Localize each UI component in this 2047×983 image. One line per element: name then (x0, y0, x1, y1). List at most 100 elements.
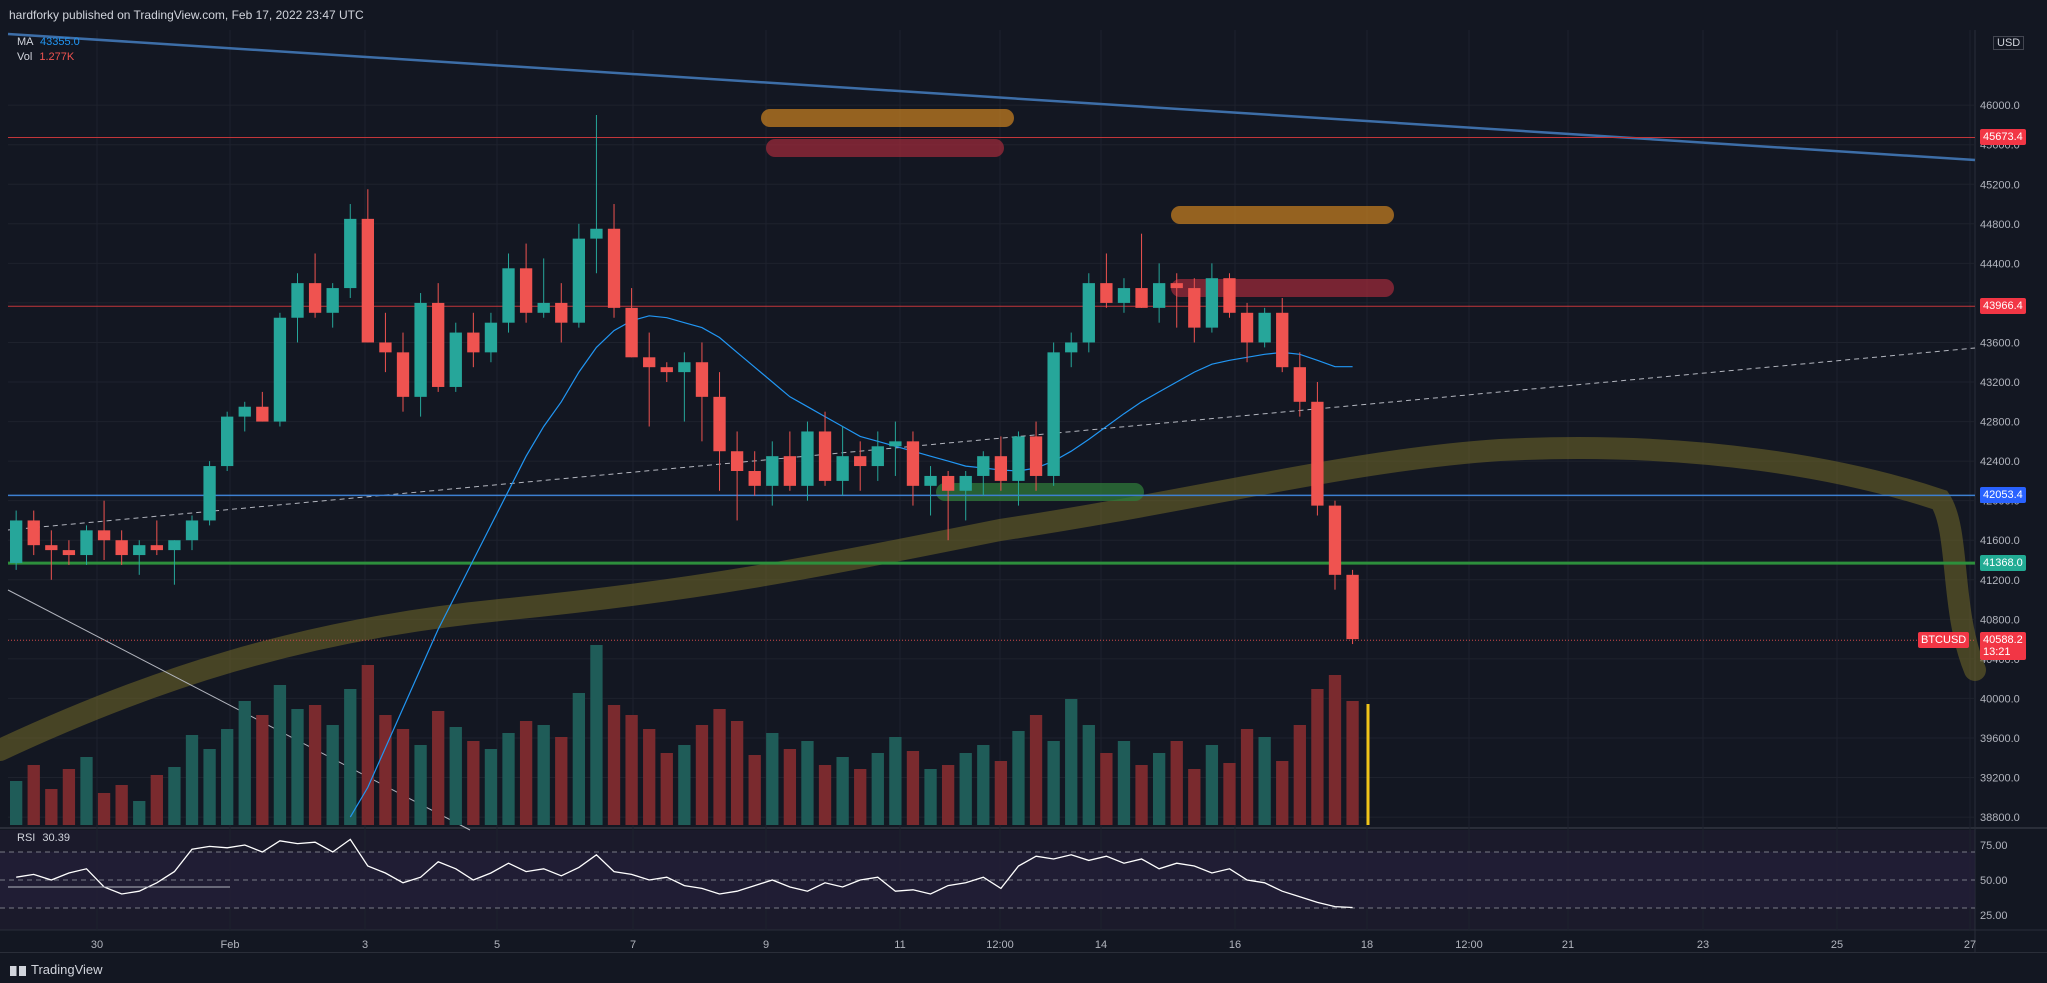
candle-body[interactable] (1188, 288, 1201, 328)
candle-body[interactable] (1100, 283, 1113, 303)
ma-legend[interactable]: MA 43355.0 (17, 36, 80, 48)
candle-body[interactable] (1012, 436, 1025, 481)
candle-body[interactable] (1152, 283, 1166, 308)
candle-body[interactable] (1223, 278, 1236, 313)
chart-area[interactable]: 46000.045600.045200.044800.044400.044000… (0, 30, 2047, 952)
candle-body[interactable] (1240, 312, 1254, 343)
candle-body[interactable] (1170, 283, 1183, 289)
candle-body[interactable] (766, 456, 779, 486)
candle-body[interactable] (1135, 288, 1148, 308)
candle-body[interactable] (519, 268, 533, 313)
candle-body[interactable] (414, 302, 427, 397)
candle-body[interactable] (185, 520, 199, 541)
candle-body[interactable] (238, 406, 251, 417)
volume-bar (168, 767, 181, 825)
price-tag[interactable]: 41368.0 (1980, 555, 2026, 572)
candle-body[interactable] (660, 367, 673, 373)
candle-body[interactable] (555, 302, 568, 323)
candle-body[interactable] (27, 520, 40, 546)
candle-body[interactable] (467, 332, 480, 353)
price-tag[interactable]: 40588.2 13:21 (1980, 632, 2026, 661)
candle-body[interactable] (115, 540, 128, 556)
candle-body[interactable] (801, 431, 814, 486)
price-tag[interactable]: 42053.4 (1980, 487, 2026, 504)
candle-body[interactable] (818, 431, 832, 481)
vol-legend[interactable]: Vol 1.277K (17, 51, 74, 63)
candle-body[interactable] (45, 545, 58, 551)
volume-bar (484, 749, 498, 825)
candle-body[interactable] (1082, 283, 1095, 343)
candle-body[interactable] (1065, 342, 1078, 353)
candle-body[interactable] (256, 406, 269, 422)
candle-body[interactable] (1047, 352, 1060, 476)
candle-body[interactable] (1311, 401, 1324, 506)
candle-body[interactable] (713, 396, 726, 452)
candle-body[interactable] (396, 352, 410, 397)
candle-body[interactable] (889, 441, 902, 447)
candle-body[interactable] (625, 307, 638, 358)
candle-body[interactable] (854, 456, 867, 467)
candle-body[interactable] (150, 545, 163, 551)
symbol-tag[interactable]: BTCUSD (1918, 632, 1970, 649)
candle-body[interactable] (203, 466, 216, 521)
candle-body[interactable] (590, 228, 603, 239)
candle-body[interactable] (1293, 367, 1306, 402)
candle-body[interactable] (1276, 312, 1289, 368)
candle-body[interactable] (941, 475, 955, 491)
candle-body[interactable] (62, 550, 76, 556)
candle-body[interactable] (344, 218, 357, 289)
candle-body[interactable] (994, 456, 1008, 481)
candle-body[interactable] (379, 342, 392, 353)
y-tick-label: 42800.0 (1980, 417, 2020, 429)
currency-label[interactable]: USD (1993, 36, 2025, 50)
candle-body[interactable] (730, 451, 744, 472)
candle-body[interactable] (168, 540, 181, 551)
price-tag[interactable]: 43966.4 (1980, 298, 2026, 315)
candle-body[interactable] (326, 288, 339, 313)
volume-bar (62, 769, 76, 825)
candle-body[interactable] (273, 317, 287, 422)
candle-body[interactable] (1117, 288, 1131, 303)
candle-body[interactable] (678, 362, 691, 373)
volume-bar (941, 765, 955, 825)
candle-body[interactable] (959, 475, 972, 491)
candle-body[interactable] (221, 416, 234, 467)
volume-bar (1293, 725, 1306, 825)
candle-body[interactable] (1205, 278, 1219, 328)
candle-body[interactable] (977, 456, 990, 476)
tradingview-logo[interactable]: TradingView (10, 962, 103, 977)
volume-bar (766, 733, 779, 825)
candle-body[interactable] (361, 218, 374, 343)
candle-body[interactable] (97, 530, 111, 541)
volume-bar (1170, 741, 1183, 825)
candle-body[interactable] (607, 228, 621, 308)
x-tick-label: Feb (221, 939, 240, 951)
candle-body[interactable] (643, 357, 656, 368)
candle-body[interactable] (1258, 312, 1271, 343)
candle-body[interactable] (537, 302, 550, 313)
candle-body[interactable] (80, 530, 93, 556)
candle-body[interactable] (432, 302, 445, 387)
price-chart[interactable]: 46000.045600.045200.044800.044400.044000… (0, 30, 2047, 952)
candle-body[interactable] (871, 446, 884, 467)
candle-body[interactable] (484, 322, 498, 353)
candle-body[interactable] (502, 268, 515, 323)
volume-bar (1240, 729, 1254, 825)
candle-body[interactable] (906, 441, 920, 486)
candle-body[interactable] (449, 332, 462, 387)
candle-body[interactable] (291, 283, 304, 318)
candle-body[interactable] (836, 456, 849, 481)
candle-body[interactable] (783, 456, 797, 486)
candle-body[interactable] (308, 283, 322, 313)
candle-body[interactable] (1029, 436, 1043, 476)
candle-body[interactable] (924, 475, 937, 486)
candle-body[interactable] (572, 238, 586, 323)
price-tag[interactable]: 45673.4 (1980, 129, 2026, 146)
candle-body[interactable] (10, 520, 23, 563)
candle-body[interactable] (748, 471, 761, 486)
candle-body[interactable] (1346, 574, 1359, 640)
rsi-legend[interactable]: RSI 30.39 (17, 832, 70, 844)
candle-body[interactable] (695, 362, 709, 397)
candle-body[interactable] (133, 545, 146, 556)
candle-body[interactable] (1328, 505, 1342, 575)
